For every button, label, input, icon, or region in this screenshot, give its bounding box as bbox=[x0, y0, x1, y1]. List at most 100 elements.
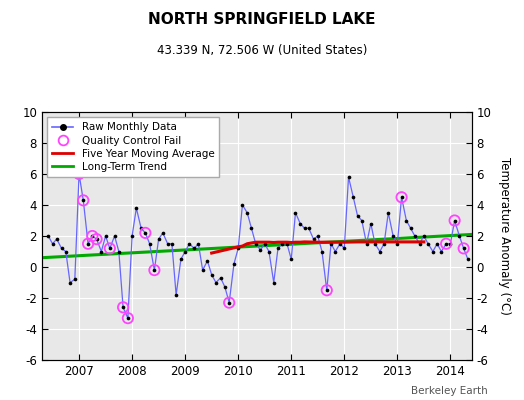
Point bbox=[291, 210, 300, 216]
Point bbox=[331, 248, 340, 255]
Point bbox=[376, 248, 384, 255]
Y-axis label: Temperature Anomaly (°C): Temperature Anomaly (°C) bbox=[498, 157, 511, 315]
Point bbox=[363, 240, 371, 247]
Point bbox=[313, 233, 322, 239]
Point bbox=[79, 197, 88, 204]
Point bbox=[48, 240, 57, 247]
Point bbox=[225, 300, 233, 306]
Point bbox=[216, 275, 225, 281]
Point bbox=[442, 240, 450, 247]
Point bbox=[97, 248, 105, 255]
Point bbox=[424, 240, 432, 247]
Point bbox=[380, 240, 388, 247]
Point bbox=[203, 258, 212, 264]
Point bbox=[283, 240, 291, 247]
Point bbox=[349, 194, 357, 200]
Point bbox=[451, 217, 459, 224]
Point bbox=[194, 240, 203, 247]
Point bbox=[278, 240, 287, 247]
Point bbox=[371, 240, 379, 247]
Point bbox=[111, 233, 119, 239]
Point bbox=[455, 233, 464, 239]
Point bbox=[92, 236, 101, 242]
Point bbox=[172, 292, 180, 298]
Point bbox=[238, 202, 247, 208]
Point bbox=[353, 213, 362, 219]
Point bbox=[84, 240, 92, 247]
Point bbox=[265, 248, 273, 255]
Point bbox=[460, 245, 468, 252]
Point bbox=[208, 272, 216, 278]
Point bbox=[243, 210, 252, 216]
Point bbox=[323, 287, 331, 294]
Point bbox=[451, 217, 459, 224]
Point bbox=[57, 245, 66, 252]
Point bbox=[296, 220, 304, 227]
Point bbox=[437, 248, 445, 255]
Point bbox=[199, 267, 207, 273]
Point bbox=[318, 248, 326, 255]
Point bbox=[367, 220, 375, 227]
Point bbox=[124, 315, 132, 321]
Point bbox=[141, 230, 149, 236]
Point bbox=[309, 236, 318, 242]
Point bbox=[336, 240, 344, 247]
Point bbox=[190, 245, 199, 252]
Point bbox=[429, 248, 437, 255]
Point bbox=[304, 225, 313, 232]
Point bbox=[137, 225, 145, 232]
Point bbox=[256, 247, 265, 253]
Point bbox=[221, 284, 229, 290]
Point bbox=[128, 233, 136, 239]
Point bbox=[252, 240, 260, 247]
Point bbox=[402, 217, 410, 224]
Point bbox=[230, 261, 238, 267]
Point bbox=[124, 315, 132, 321]
Point bbox=[52, 236, 61, 242]
Point bbox=[416, 240, 424, 247]
Point bbox=[344, 174, 353, 180]
Point bbox=[384, 210, 392, 216]
Text: Berkeley Earth: Berkeley Earth bbox=[411, 386, 487, 396]
Point bbox=[92, 236, 101, 242]
Point bbox=[464, 256, 472, 262]
Point bbox=[75, 171, 83, 177]
Point bbox=[269, 279, 278, 286]
Point bbox=[88, 233, 96, 239]
Point bbox=[247, 225, 256, 232]
Point bbox=[411, 233, 419, 239]
Point bbox=[234, 245, 243, 252]
Point bbox=[300, 225, 309, 232]
Point bbox=[141, 230, 149, 236]
Point bbox=[163, 240, 172, 247]
Point bbox=[177, 256, 185, 262]
Point bbox=[460, 245, 468, 252]
Point bbox=[420, 233, 428, 239]
Point bbox=[119, 304, 127, 310]
Point bbox=[155, 236, 163, 242]
Point bbox=[433, 240, 441, 247]
Text: NORTH SPRINGFIELD LAKE: NORTH SPRINGFIELD LAKE bbox=[148, 12, 376, 27]
Point bbox=[79, 197, 88, 204]
Point bbox=[115, 248, 123, 255]
Point bbox=[106, 245, 114, 252]
Point bbox=[132, 205, 140, 211]
Point bbox=[62, 248, 70, 255]
Point bbox=[397, 194, 406, 200]
Point bbox=[446, 240, 455, 247]
Point bbox=[88, 233, 96, 239]
Point bbox=[393, 240, 401, 247]
Point bbox=[71, 276, 79, 282]
Point bbox=[119, 304, 127, 310]
Point bbox=[146, 240, 154, 247]
Point bbox=[185, 240, 193, 247]
Point bbox=[260, 240, 269, 247]
Point bbox=[101, 233, 110, 239]
Point bbox=[287, 256, 296, 262]
Point bbox=[150, 267, 159, 273]
Point bbox=[159, 230, 167, 236]
Point bbox=[168, 240, 176, 247]
Point bbox=[106, 245, 114, 252]
Point bbox=[397, 194, 406, 200]
Point bbox=[442, 240, 450, 247]
